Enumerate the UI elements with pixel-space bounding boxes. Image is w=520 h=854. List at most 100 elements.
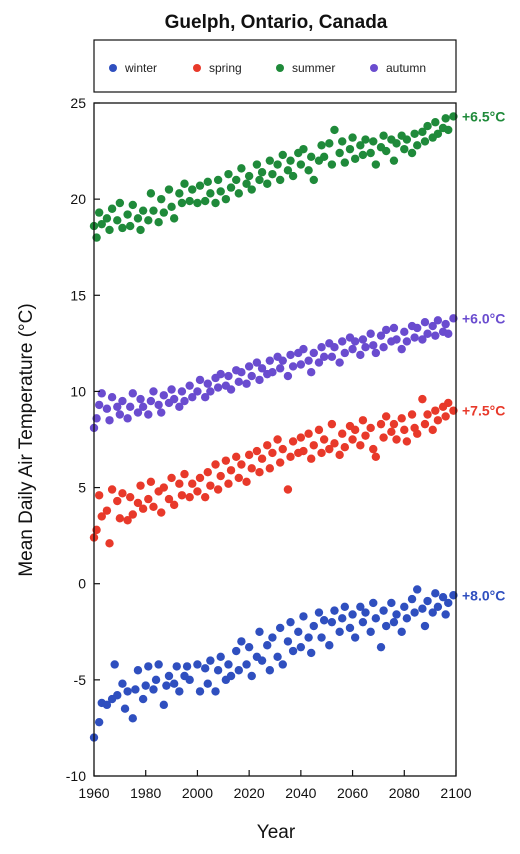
data-point-summer (335, 148, 344, 158)
data-point-autumn (350, 337, 360, 346)
data-point-summer (244, 171, 254, 181)
data-point-summer (319, 152, 329, 162)
data-point-winter (133, 666, 143, 675)
data-point-summer (288, 171, 298, 181)
data-point-summer (193, 198, 202, 208)
data-point-autumn (175, 402, 184, 412)
data-point-autumn (180, 396, 189, 406)
data-point-summer (107, 204, 117, 213)
data-point-autumn (169, 394, 179, 404)
data-point-spring (268, 448, 277, 458)
data-point-spring (213, 485, 223, 494)
data-point-autumn (252, 358, 262, 367)
data-point-summer (128, 200, 137, 210)
data-point-spring (402, 437, 412, 446)
data-point-spring (157, 508, 166, 517)
data-point-winter (275, 623, 285, 633)
data-point-summer (257, 168, 267, 177)
data-point-winter (154, 660, 163, 669)
data-point-winter (314, 608, 324, 617)
legend-marker-winter (109, 64, 117, 72)
data-point-autumn (358, 335, 368, 344)
data-point-winter (387, 598, 396, 608)
data-point-winter (356, 602, 365, 611)
data-point-summer (167, 202, 176, 212)
data-point-spring (418, 394, 427, 404)
data-point-winter (283, 637, 293, 646)
data-point-spring (224, 479, 233, 488)
data-point-spring (361, 431, 370, 440)
data-point-autumn (200, 392, 210, 402)
data-point-summer (144, 216, 153, 225)
data-point-winter (413, 585, 422, 594)
data-point-spring (216, 471, 225, 481)
data-point-summer (413, 141, 422, 150)
data-point-summer (159, 208, 169, 217)
data-point-winter (123, 687, 132, 696)
data-point-winter (309, 621, 318, 631)
data-point-spring (252, 446, 262, 456)
data-point-winter (102, 700, 112, 710)
data-point-autumn (420, 318, 430, 327)
data-point-winter (195, 687, 205, 696)
data-point-winter (400, 602, 409, 611)
data-point-summer (286, 156, 295, 165)
data-point-spring (340, 442, 350, 452)
data-point-spring (338, 429, 347, 438)
data-point-autumn (304, 356, 313, 365)
data-point-winter (441, 610, 450, 619)
data-point-spring (307, 454, 316, 463)
data-point-autumn (206, 387, 215, 396)
legend-label-winter: winter (124, 61, 157, 75)
data-point-winter (371, 614, 381, 623)
data-point-autumn (376, 331, 386, 340)
data-point-spring (423, 410, 432, 419)
data-point-summer (175, 189, 184, 198)
data-point-spring (376, 419, 386, 429)
data-point-summer (105, 225, 114, 235)
data-point-summer (420, 137, 430, 146)
data-point-spring (299, 446, 308, 456)
data-point-summer (180, 179, 189, 188)
data-point-autumn (413, 323, 422, 333)
legend-label-summer: summer (292, 61, 335, 75)
data-point-summer (216, 187, 225, 196)
data-point-autumn (330, 343, 339, 352)
data-point-spring (159, 483, 169, 492)
x-tick-label: 1960 (78, 785, 109, 801)
data-point-spring (211, 460, 220, 469)
data-point-autumn (115, 410, 125, 419)
data-point-autumn (136, 394, 145, 404)
data-point-winter (296, 642, 306, 652)
data-point-summer (299, 144, 308, 154)
legend-marker-spring (193, 64, 201, 72)
data-point-autumn (216, 369, 225, 379)
data-point-autumn (242, 379, 251, 388)
data-point-summer (350, 154, 360, 163)
data-point-autumn (247, 371, 256, 381)
data-point-winter (366, 627, 375, 636)
data-point-spring (325, 444, 334, 454)
change-label-winter: +8.0°C (462, 587, 505, 603)
data-point-autumn (348, 344, 357, 354)
points-layer (89, 112, 458, 742)
data-point-summer (307, 152, 316, 162)
data-point-spring (149, 502, 158, 511)
data-point-summer (304, 166, 313, 175)
data-point-winter (263, 641, 272, 650)
data-point-summer (213, 175, 223, 185)
data-point-summer (268, 169, 277, 179)
data-point-autumn (146, 396, 156, 406)
data-point-spring (133, 498, 143, 508)
data-point-autumn (444, 329, 453, 338)
data-point-autumn (97, 389, 106, 398)
data-point-autumn (234, 377, 243, 387)
data-point-autumn (410, 333, 419, 342)
data-point-winter (288, 646, 298, 656)
data-point-winter (338, 614, 347, 623)
data-point-spring (123, 516, 132, 525)
data-point-winter (149, 685, 158, 694)
plot-frame (93, 102, 457, 777)
data-point-spring (327, 419, 337, 429)
